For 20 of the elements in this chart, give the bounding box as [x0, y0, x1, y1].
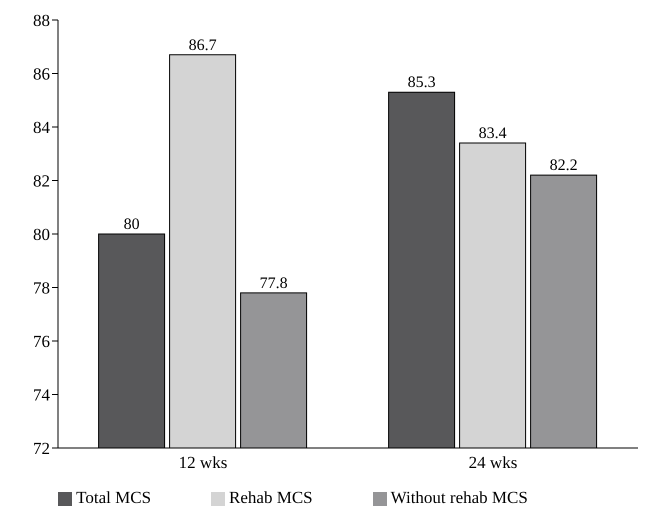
data-label: 80: [124, 216, 140, 233]
x-tick-label: 24 wks: [468, 453, 518, 472]
legend-label: Rehab MCS: [229, 488, 313, 507]
data-label: 85.3: [408, 74, 436, 92]
y-tick-label: 74: [33, 386, 50, 405]
y-tick-label: 86: [33, 64, 50, 84]
y-tick-label: 82: [33, 172, 50, 191]
y-tick-label: 76: [33, 332, 50, 352]
data-label: 86.7: [188, 36, 217, 54]
y-tick-label: 80: [33, 225, 50, 244]
y-tick-label: 84: [33, 118, 50, 138]
data-label: 77.8: [260, 274, 288, 292]
data-label: 82.2: [550, 157, 578, 174]
x-tick-label: 12 wks: [178, 453, 228, 472]
y-tick-label: 78: [33, 278, 50, 298]
y-tick-label: 72: [33, 439, 50, 458]
data-label: 83.4: [478, 125, 507, 142]
y-tick-label: 88: [33, 11, 50, 30]
legend-label: Without rehab MCS: [390, 488, 528, 507]
legend-label: Total MCS: [76, 488, 152, 507]
